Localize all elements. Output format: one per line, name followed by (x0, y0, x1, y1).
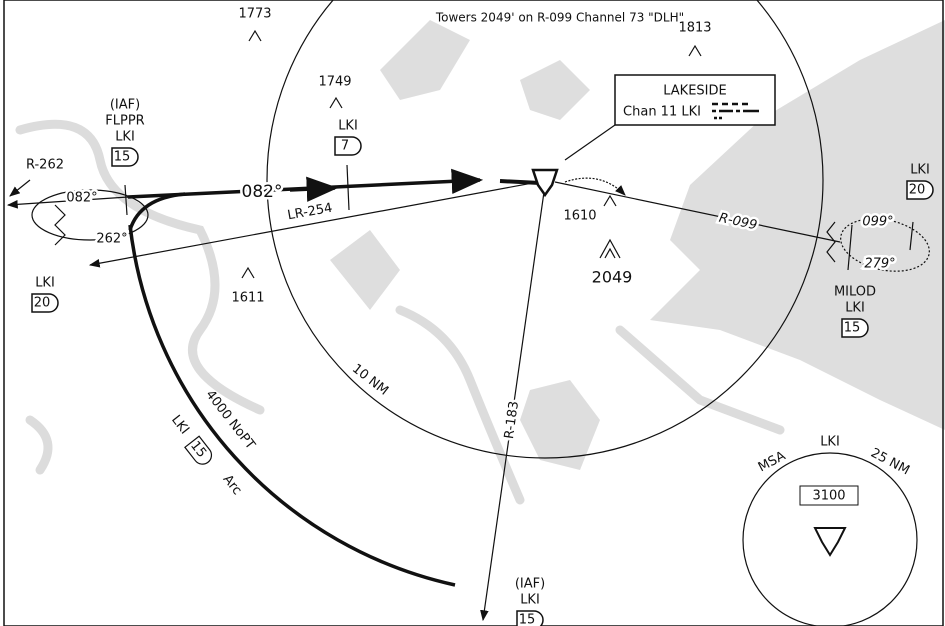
obstacle (329, 96, 343, 109)
left-hold (31, 189, 149, 241)
elevation: 1773 (238, 7, 271, 22)
r262-label: R-262 (26, 158, 64, 173)
elevation: 1813 (678, 21, 711, 36)
fix-navaid: LKI (910, 163, 930, 178)
elevation: 1611 (231, 291, 264, 306)
right-hold (840, 218, 930, 272)
fix-distance: 20 (909, 183, 926, 198)
left-hold-out: 262° (96, 232, 127, 247)
elevations: 1773 1813 1749 1610 2049 1611 (231, 7, 711, 306)
fix-distance: 20 (34, 296, 51, 311)
dme-box (334, 136, 362, 156)
elevation: 1749 (318, 75, 351, 90)
fix-distance: 15 (519, 613, 536, 626)
right-hold-symbol (826, 221, 836, 263)
dme-box (906, 180, 934, 200)
fixes: (IAF)FLPPRLKI15LKI7LKI20LKI20MILODLKI15(… (31, 98, 934, 626)
dme-arc (128, 224, 456, 587)
fix-name: FLPPR (105, 114, 144, 129)
frame (3, 0, 944, 626)
navaid-leader (564, 124, 616, 161)
msa-altitude-box (799, 485, 859, 506)
fix-navaid: LKI (520, 593, 540, 608)
msa-vor-symbol (813, 527, 847, 557)
fix-navaid: LKI (115, 130, 135, 145)
inbound-course-label: 082° (242, 182, 283, 202)
fix-tick (909, 221, 914, 251)
obstacle (248, 29, 262, 42)
fix-tick (124, 184, 128, 216)
navaid-name: LAKESIDE (663, 84, 726, 99)
msa-circle (742, 452, 918, 626)
fix-navaid: LKI (845, 301, 865, 316)
inbound-final (499, 179, 541, 185)
fix-navaid: LKI (338, 119, 358, 134)
right-hold-in: 099° (862, 215, 893, 230)
range-ring (266, 0, 824, 459)
navaid-frequency: Chan 11 LKI (623, 105, 701, 120)
obstacle (603, 194, 617, 207)
vor-symbol (531, 168, 559, 198)
r262-line (6, 196, 129, 209)
lr254-line (88, 181, 539, 268)
navaid-box (614, 74, 776, 126)
header-note: Towers 2049' on R-099 Channel 73 "DLH" (435, 11, 684, 25)
fix-tick (847, 224, 853, 271)
fix-role: (IAF) (110, 98, 140, 113)
obstacle (241, 266, 255, 279)
right-hold-out: 279° (864, 257, 895, 272)
procedure-turn (564, 177, 626, 196)
terrain (15, 20, 945, 505)
msa-altitude: 3100 (812, 489, 845, 504)
obstacle (688, 44, 702, 57)
elevation: 1610 (563, 209, 596, 224)
elevation: 2049 (592, 268, 633, 287)
dme-box (31, 293, 59, 313)
arc-join (128, 192, 186, 231)
obstacle (599, 238, 621, 259)
fix-distance: 15 (114, 150, 131, 165)
arc-dme-box (184, 435, 212, 465)
fix-tick (346, 164, 350, 211)
fix-name: MILOD (834, 285, 876, 300)
fix-navaid: LKI (35, 276, 55, 291)
dme-box (516, 610, 544, 626)
inbound-arrow (289, 176, 339, 202)
fix-distance: 15 (844, 321, 861, 336)
left-hold-symbol (54, 204, 66, 246)
left-hold-in: 082° (66, 191, 97, 206)
msa-navaid: LKI (820, 435, 840, 450)
fix-distance: 7 (341, 139, 349, 154)
r099-line (554, 181, 841, 243)
r262-arrow (9, 179, 31, 197)
dme-box (841, 318, 869, 338)
r183-line (480, 184, 546, 622)
dme-box (111, 147, 139, 167)
fix-role: (IAF) (515, 577, 545, 592)
morse-code (712, 102, 759, 120)
